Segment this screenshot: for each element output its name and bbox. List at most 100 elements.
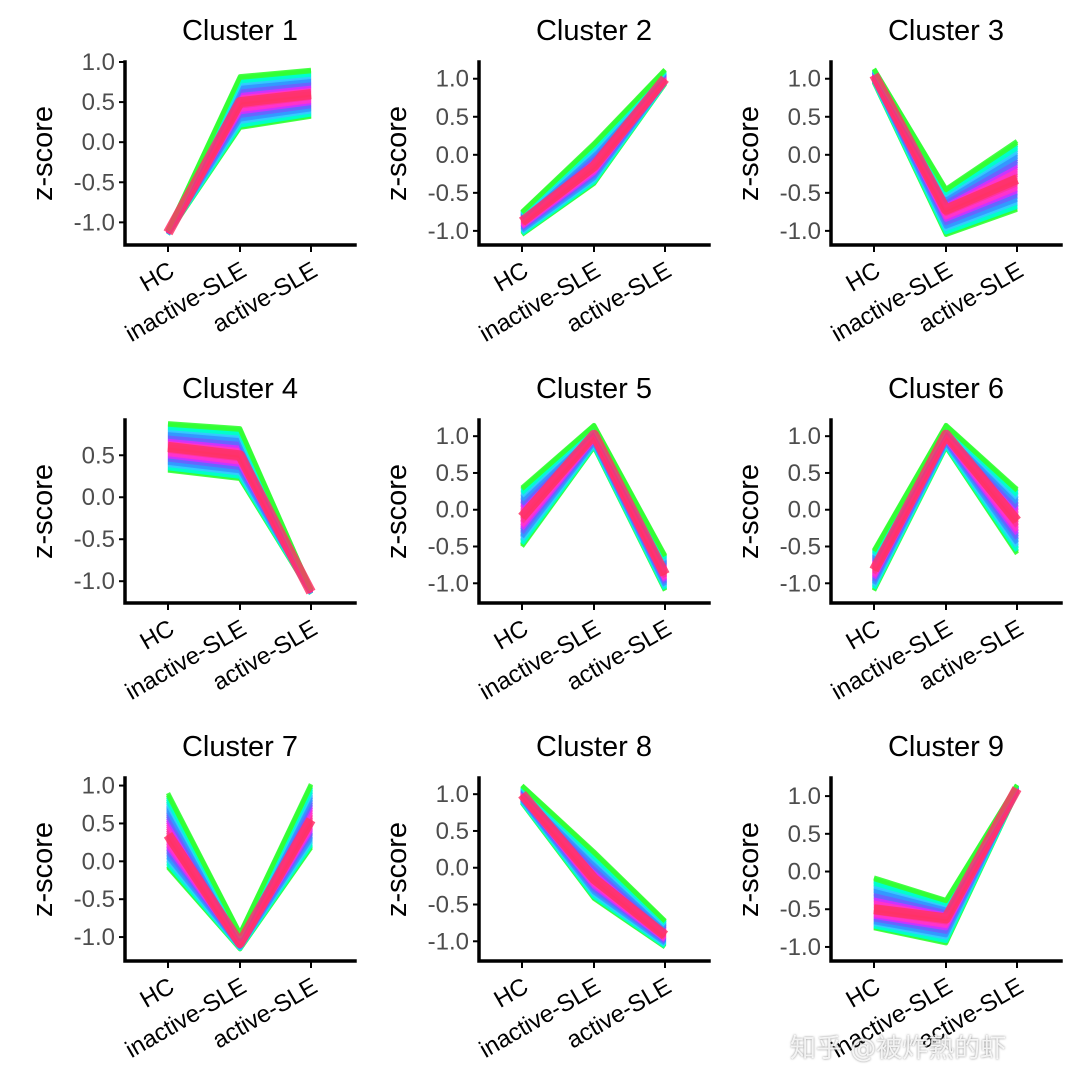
gene-line <box>872 67 1019 192</box>
y-axis-label: z-score <box>27 464 59 559</box>
y-tick-label: 1.0 <box>788 783 821 810</box>
gene-line <box>167 460 313 595</box>
gene-line <box>167 467 313 595</box>
cluster-panel-5: Cluster 5 z-score -1.0 -0.5 0.0 0.5 1.0 HC inact… <box>354 358 711 718</box>
x-tick-label: HC <box>841 615 885 656</box>
cluster-center-line <box>869 72 1019 215</box>
y-tick-label: -1.0 <box>428 570 469 597</box>
x-tick-label: HC <box>489 973 533 1014</box>
cluster-chart-svg: Cluster 1z-score-1.0-0.50.00.51.0HCinact… <box>27 15 357 348</box>
y-tick-label: -0.5 <box>74 169 115 196</box>
expression-lines <box>869 422 1021 592</box>
chart-title: Cluster 7 <box>182 731 298 763</box>
cluster-chart-svg: Cluster 5z-score-1.0-0.50.00.51.0HCinact… <box>381 373 711 706</box>
expression-lines <box>869 67 1019 237</box>
y-tick-label: -0.5 <box>428 534 469 561</box>
gene-line <box>872 422 1019 552</box>
x-tick-label: HC <box>489 257 533 298</box>
y-axis-label: z-score <box>381 822 413 917</box>
axis-lines <box>123 60 357 247</box>
y-axis-label: z-score <box>381 106 413 201</box>
y-tick-label: -1.0 <box>74 924 115 951</box>
y-tick-label: 1.0 <box>82 49 115 76</box>
y-tick-label: 0.0 <box>82 484 115 511</box>
cluster-center-line <box>518 790 669 940</box>
cluster-chart-svg: Cluster 3z-score-1.0-0.50.00.51.0HCinact… <box>733 15 1063 348</box>
cluster-center-line <box>518 429 670 577</box>
expression-lines <box>518 783 669 950</box>
watermark: 知乎 @被炸熟的虾 <box>790 1034 1007 1064</box>
y-axis-label: z-score <box>381 464 413 559</box>
cluster-panel-6: Cluster 6 z-score -1.0 -0.5 0.0 0.5 1.0 HC inact… <box>706 358 1063 718</box>
y-tick-label: -1.0 <box>74 568 115 595</box>
cluster-chart-svg: Cluster 4z-score-1.0-0.50.00.5HCinactive… <box>27 373 357 706</box>
gene-line <box>520 68 667 214</box>
y-tick-label: 0.0 <box>436 855 469 882</box>
y-tick-label: 0.0 <box>788 497 821 524</box>
y-tick-label: -0.5 <box>780 180 821 207</box>
y-axis-label: z-score <box>27 106 59 201</box>
axis-lines <box>477 776 711 963</box>
y-tick-label: -0.5 <box>74 886 115 913</box>
axis-lines <box>829 776 1063 963</box>
cluster-chart-svg: Cluster 7z-score-1.0-0.50.00.51.0HCinact… <box>27 731 357 1064</box>
cluster-center-line <box>163 89 312 236</box>
gene-line <box>167 463 313 595</box>
chart-title: Cluster 6 <box>888 373 1004 405</box>
y-tick-label: 0.0 <box>436 142 469 169</box>
chart-title: Cluster 8 <box>536 731 652 763</box>
y-tick-label: 0.5 <box>788 821 821 848</box>
y-tick-label: -1.0 <box>780 570 821 597</box>
gene-line <box>167 465 313 595</box>
y-tick-label: 1.0 <box>436 423 469 450</box>
expression-lines <box>518 422 670 592</box>
chart-title: Cluster 1 <box>182 15 298 47</box>
cluster-center-line <box>518 75 669 226</box>
axis-lines <box>477 418 711 605</box>
cluster-chart-svg: Cluster 6z-score-1.0-0.50.00.51.0HCinact… <box>733 373 1063 706</box>
y-tick-label: 0.5 <box>436 818 469 845</box>
cluster-panel-4: Cluster 4 z-score -1.0 -0.5 0.0 0.5 HC inactive… <box>0 358 357 718</box>
x-tick-label: HC <box>841 257 885 298</box>
cluster-panel-7: Cluster 7 z-score -1.0 -0.5 0.0 0.5 1.0 HC inact… <box>0 716 357 1076</box>
chart-title: Cluster 3 <box>888 15 1004 47</box>
y-tick-label: -0.5 <box>428 892 469 919</box>
cluster-center-line <box>869 429 1021 573</box>
y-tick-label: 0.5 <box>436 460 469 487</box>
x-tick-label: HC <box>135 973 179 1014</box>
gene-line <box>166 114 312 236</box>
axis-lines <box>829 418 1063 605</box>
y-tick-label: 0.5 <box>82 810 115 837</box>
x-tick-label: HC <box>135 615 179 656</box>
expression-lines <box>873 783 1022 946</box>
cluster-chart-svg: Cluster 8z-score-1.0-0.50.00.51.0HCinact… <box>381 731 711 1064</box>
y-axis-label: z-score <box>27 822 59 917</box>
gene-line <box>167 468 313 595</box>
x-tick-label: HC <box>841 973 885 1014</box>
cluster-panel-2: Cluster 2 z-score -1.0 -0.5 0.0 0.5 1.0 HC inact… <box>354 0 711 360</box>
gene-line <box>520 783 667 923</box>
chart-title: Cluster 5 <box>536 373 652 405</box>
y-axis-label: z-score <box>733 822 765 917</box>
cluster-chart-svg: Cluster 9z-score-1.0-0.50.00.51.0HCinact… <box>733 731 1063 1064</box>
y-tick-label: 0.0 <box>82 848 115 875</box>
y-tick-label: 0.5 <box>82 89 115 116</box>
cluster-center-line <box>873 786 1022 924</box>
cluster-panel-3: Cluster 3 z-score -1.0 -0.5 0.0 0.5 1.0 HC inact… <box>706 0 1063 360</box>
gene-line <box>167 464 313 595</box>
cluster-panel-8: Cluster 8 z-score -1.0 -0.5 0.0 0.5 1.0 HC inact… <box>354 716 711 1076</box>
expression-lines <box>163 783 316 952</box>
y-tick-label: 1.0 <box>788 66 821 93</box>
y-tick-label: -1.0 <box>780 934 821 961</box>
axis-lines <box>123 776 357 963</box>
expression-lines <box>163 67 312 236</box>
y-tick-label: -1.0 <box>74 209 115 236</box>
y-tick-label: 0.5 <box>788 104 821 131</box>
y-tick-label: 1.0 <box>788 423 821 450</box>
x-tick-label: HC <box>135 257 179 298</box>
y-tick-label: 1.0 <box>82 773 115 800</box>
y-tick-label: -1.0 <box>428 928 469 955</box>
x-tick-label: HC <box>489 615 533 656</box>
y-tick-label: -0.5 <box>428 180 469 207</box>
